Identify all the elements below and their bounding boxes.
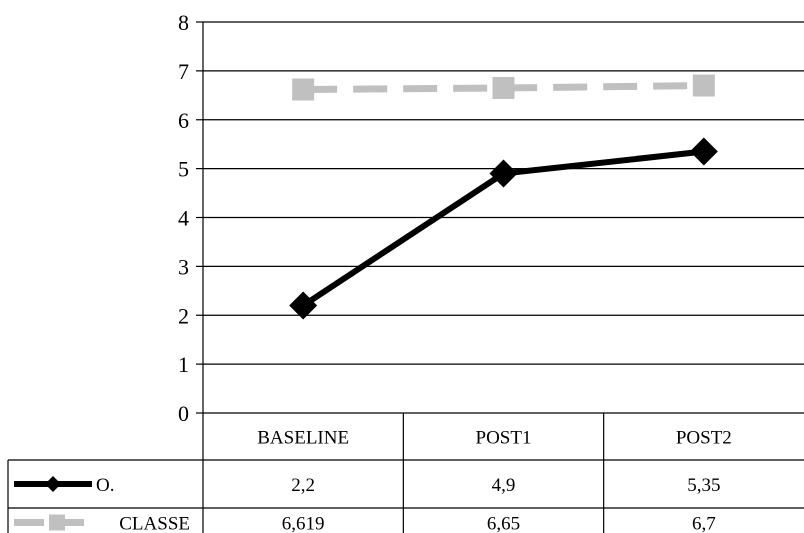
series-lines	[289, 74, 718, 320]
data-point-diamond	[289, 291, 318, 320]
y-tick-label: 3	[178, 254, 189, 279]
data-label: 5,35	[687, 475, 720, 496]
category-label: POST2	[676, 428, 732, 449]
y-tick-label: 6	[178, 108, 189, 133]
data-point-square	[692, 74, 715, 97]
y-axis-ticks: 0 1 2 3 4 5 6 7 8	[178, 10, 203, 426]
data-point-square	[292, 78, 315, 101]
data-label: 6,619	[282, 514, 325, 533]
legend-series-name: O.	[96, 475, 114, 496]
y-tick-label: 5	[178, 157, 189, 182]
data-label: 2,2	[291, 475, 315, 496]
y-tick-label: 0	[178, 401, 189, 426]
data-label: 6,65	[487, 514, 520, 533]
data-label: 4,9	[492, 475, 516, 496]
legend-key-marker	[49, 514, 65, 531]
category-label: BASELINE	[257, 428, 349, 449]
y-tick-label: 4	[178, 206, 189, 231]
y-tick-label: 7	[178, 59, 189, 84]
legend-key-marker	[45, 476, 61, 492]
data-point-square	[492, 76, 515, 99]
data-table: BASELINE POST1 POST2 O. 2,2 4,9 5,35 CLASSE 6,61…	[7, 412, 804, 533]
y-tick-label: 8	[178, 10, 189, 35]
category-label: POST1	[476, 428, 532, 449]
data-label: 6,7	[692, 514, 716, 533]
legend-series-name: CLASSE	[119, 514, 190, 533]
y-tick-label: 1	[178, 352, 189, 377]
data-point-diamond	[489, 159, 518, 188]
y-tick-label: 2	[178, 303, 189, 328]
data-point-diamond	[689, 137, 718, 166]
